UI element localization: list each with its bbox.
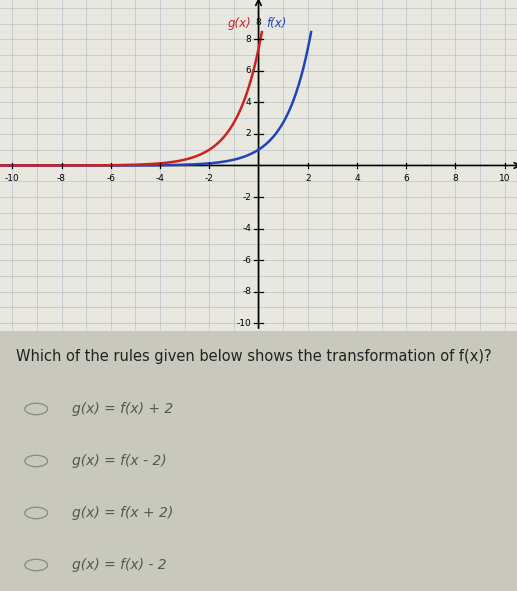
Text: 6: 6 — [246, 66, 251, 76]
Text: 10: 10 — [499, 174, 510, 183]
Text: -2: -2 — [205, 174, 214, 183]
Text: f(x): f(x) — [266, 17, 286, 30]
Text: -2: -2 — [242, 193, 251, 202]
Text: -10: -10 — [236, 319, 251, 327]
Text: 8: 8 — [246, 35, 251, 44]
Text: 4: 4 — [246, 98, 251, 107]
Text: 8: 8 — [452, 174, 459, 183]
Text: 2: 2 — [305, 174, 311, 183]
Text: -10: -10 — [5, 174, 20, 183]
Text: -4: -4 — [156, 174, 164, 183]
Text: -6: -6 — [242, 255, 251, 265]
Text: 2: 2 — [246, 129, 251, 138]
Text: 6: 6 — [403, 174, 409, 183]
Text: -4: -4 — [242, 224, 251, 233]
Text: -8: -8 — [242, 287, 251, 296]
Text: Which of the rules given below shows the transformation of f(x)?: Which of the rules given below shows the… — [16, 349, 491, 364]
Text: 8: 8 — [255, 18, 262, 27]
Text: g(x) = f(x) - 2: g(x) = f(x) - 2 — [72, 558, 167, 572]
Text: -8: -8 — [57, 174, 66, 183]
Text: -6: -6 — [107, 174, 115, 183]
Text: g(x) = f(x) + 2: g(x) = f(x) + 2 — [72, 402, 174, 416]
Text: 4: 4 — [354, 174, 360, 183]
Text: g(x) = f(x + 2): g(x) = f(x + 2) — [72, 506, 174, 520]
Text: g(x): g(x) — [227, 17, 251, 30]
Text: g(x) = f(x - 2): g(x) = f(x - 2) — [72, 454, 167, 468]
